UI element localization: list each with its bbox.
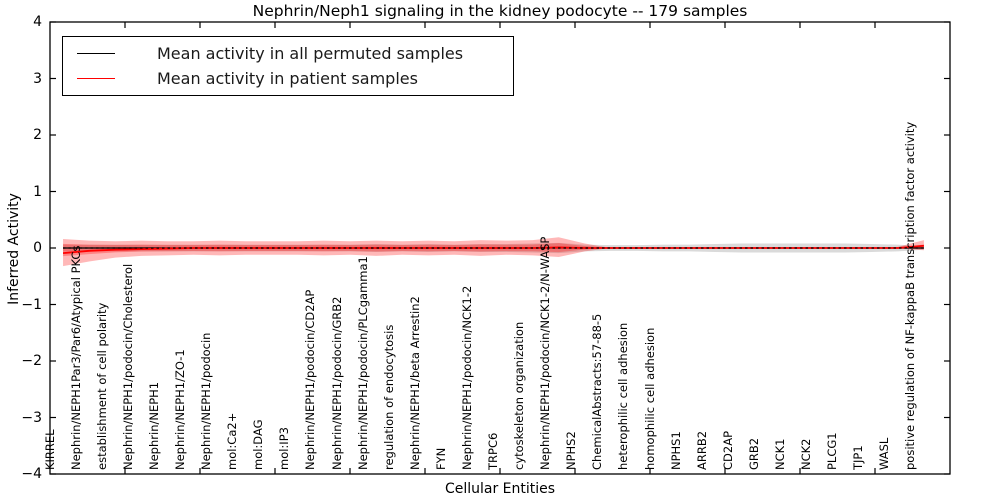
y-tick-label: −1 bbox=[21, 296, 42, 313]
legend: Mean activity in all permuted samples Me… bbox=[62, 36, 514, 96]
legend-item-permuted: Mean activity in all permuted samples bbox=[63, 42, 513, 66]
y-tick-label: 0 bbox=[33, 240, 42, 256]
legend-label: Mean activity in all permuted samples bbox=[157, 44, 464, 63]
legend-item-patient: Mean activity in patient samples bbox=[63, 67, 513, 91]
y-tick-label: −3 bbox=[21, 409, 42, 426]
x-category-label: positive regulation of NF-kappaB transcr… bbox=[903, 121, 918, 470]
x-category-label: cytoskeleton organization bbox=[512, 321, 527, 470]
y-tick-label: 4 bbox=[33, 14, 42, 30]
x-category-label: TJP1 bbox=[851, 445, 866, 470]
x-category-label: KIRREL bbox=[42, 429, 57, 470]
legend-line-sample-red bbox=[77, 78, 115, 79]
x-category-label: ChemicalAbstracts:57-88-5 bbox=[590, 313, 605, 470]
legend-label: Mean activity in patient samples bbox=[157, 69, 418, 88]
x-category-label: mol:Ca2+ bbox=[225, 412, 240, 470]
x-category-label: Nephrin/NEPH1/podocin/GRB2 bbox=[329, 296, 344, 470]
x-category-label: NPHS2 bbox=[564, 431, 579, 470]
x-category-label: Nephrin/NEPH1/podocin/CD2AP bbox=[303, 289, 318, 470]
legend-line-sample-black bbox=[77, 53, 115, 54]
x-category-label: Nephrin/NEPH1/beta Arrestin2 bbox=[407, 296, 422, 470]
x-category-label: heterophilic cell adhesion bbox=[616, 322, 631, 470]
x-category-label: Nephrin/NEPH1/podocin/NCK1-2/N-WASP bbox=[538, 236, 553, 470]
x-category-label: FYN bbox=[433, 447, 448, 470]
x-category-label: regulation of endocytosis bbox=[381, 324, 396, 470]
x-category-label: Nephrin/NEPH1/podocin bbox=[199, 332, 214, 470]
x-category-label: Nephrin/NEPH1/ZO-1 bbox=[172, 349, 187, 470]
x-category-label: Nephrin/NEPH1Par3/Par6/Atypical PKCs bbox=[68, 245, 83, 470]
x-category-label: NPHS1 bbox=[668, 431, 683, 470]
x-category-label: GRB2 bbox=[746, 437, 761, 470]
x-category-label: homophilic cell adhesion bbox=[642, 327, 657, 470]
x-category-label: Nephrin/NEPH1/podocin/Cholesterol bbox=[120, 263, 135, 470]
x-category-label: ARRB2 bbox=[694, 430, 709, 470]
x-category-label: Nephrin/NEPH1 bbox=[146, 381, 161, 470]
x-category-label: mol:IP3 bbox=[277, 427, 292, 470]
chart-title: Nephrin/Neph1 signaling in the kidney po… bbox=[252, 2, 748, 20]
patient-samples-band-inner bbox=[63, 243, 924, 257]
y-tick-label: 2 bbox=[33, 127, 42, 143]
x-category-label: PLCG1 bbox=[825, 432, 840, 470]
x-axis-label: Cellular Entities bbox=[444, 481, 556, 497]
x-category-label: establishment of cell polarity bbox=[94, 302, 109, 470]
y-tick-label: −4 bbox=[21, 466, 42, 482]
y-tick-label: −2 bbox=[21, 353, 42, 369]
x-category-label: NCK1 bbox=[772, 438, 787, 471]
x-category-label: mol:DAG bbox=[251, 419, 266, 470]
y-tick-label: 1 bbox=[33, 183, 42, 200]
x-category-label: NCK2 bbox=[799, 438, 814, 471]
x-category-label: CD2AP bbox=[720, 430, 735, 470]
x-category-label: WASL bbox=[877, 437, 892, 470]
x-category-label: Nephrin/NEPH1/podocin/PLCgamma1 bbox=[355, 256, 370, 470]
y-tick-label: 3 bbox=[33, 70, 42, 87]
patient-samples-band bbox=[63, 237, 924, 267]
x-category-label: TRPC6 bbox=[486, 432, 501, 470]
x-category-label: Nephrin/NEPH1/podocin/NCK1-2 bbox=[459, 285, 474, 470]
